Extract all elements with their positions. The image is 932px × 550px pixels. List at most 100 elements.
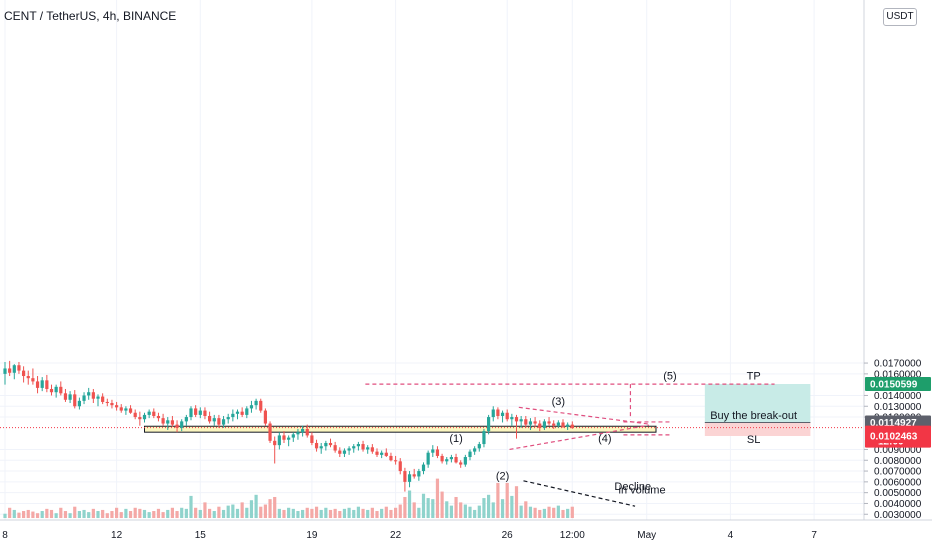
- candle-body: [324, 442, 328, 447]
- volume-decline-line: [523, 480, 636, 507]
- volume-bar: [282, 509, 286, 519]
- grid: [0, 0, 864, 520]
- candle-body: [291, 434, 295, 438]
- annotation: (3): [552, 396, 565, 408]
- candle-body: [221, 419, 226, 425]
- volume-bar: [249, 500, 254, 519]
- volume-bar: [440, 491, 444, 519]
- volume-bar: [221, 509, 226, 519]
- volume-bar: [217, 506, 221, 519]
- candle-body: [282, 435, 286, 440]
- candle-body: [328, 442, 333, 446]
- price-tag-bg: [865, 428, 931, 443]
- volume-bar: [119, 512, 123, 519]
- volume-bar: [87, 512, 91, 519]
- volume-bar: [375, 511, 379, 519]
- candle-body: [31, 378, 35, 382]
- volume-bar: [533, 507, 537, 519]
- candle-body: [110, 403, 114, 406]
- candle-body: [459, 462, 463, 465]
- candle-body: [375, 451, 379, 455]
- volume-bar: [189, 495, 193, 519]
- candle-body: [59, 386, 63, 394]
- x-tick-label: 26: [502, 530, 514, 541]
- candle-body: [524, 419, 528, 425]
- time-axis[interactable]: 8 12 15 19 22 26 12:00 May 4 7: [2, 530, 817, 541]
- candle-body: [347, 448, 351, 451]
- volume-bar: [342, 508, 347, 519]
- volume-bar: [333, 508, 337, 519]
- candle-body: [82, 395, 86, 401]
- candle-body: [403, 471, 407, 482]
- volume-bar: [240, 502, 244, 519]
- candle-body: [380, 452, 384, 455]
- candle-body: [426, 452, 430, 465]
- candle-body: [500, 412, 505, 416]
- candle-body: [454, 457, 458, 463]
- candle-body: [161, 418, 165, 424]
- candle-body: [45, 380, 49, 389]
- volume-bar: [26, 509, 30, 519]
- candle-body: [538, 423, 542, 428]
- x-tick-label: 15: [195, 530, 207, 541]
- volume-bar: [473, 509, 477, 519]
- x-tick-label: 22: [390, 530, 402, 541]
- volume-bar: [370, 507, 374, 519]
- volume-bar: [561, 509, 565, 519]
- candle-body: [35, 381, 40, 388]
- volume-bar: [366, 509, 370, 519]
- candle-body: [96, 396, 100, 399]
- volume-bar: [12, 509, 16, 519]
- symbol-title[interactable]: CENT / TetherUS, 4h, BINANCE: [4, 9, 177, 23]
- candle-body: [259, 400, 263, 411]
- volume-bar: [301, 509, 305, 519]
- annotation: (4): [598, 433, 611, 445]
- candle-body: [473, 448, 477, 452]
- volume-bar: [324, 507, 328, 519]
- triangle-upper-line: [518, 406, 650, 425]
- currency-button[interactable]: USDT: [883, 8, 917, 26]
- volume-bar: [96, 511, 100, 519]
- volume-bar: [49, 509, 54, 519]
- candle-body: [287, 437, 291, 440]
- trade-zones: [0, 384, 864, 436]
- volume-bar: [101, 509, 105, 519]
- triangle-lower-line: [509, 424, 650, 451]
- x-tick-label: 8: [2, 530, 8, 541]
- candle-body: [22, 370, 26, 377]
- candle-body: [296, 432, 300, 435]
- volume-bar: [310, 508, 314, 519]
- candle-body: [440, 455, 444, 462]
- candle-body: [407, 474, 412, 482]
- annotation: in volume: [619, 485, 666, 497]
- volume-bar: [277, 508, 281, 519]
- candle-body: [87, 392, 91, 396]
- volume-bar: [91, 508, 95, 519]
- volume-bar: [287, 507, 291, 519]
- candle-body: [533, 421, 537, 424]
- volume-bar: [31, 511, 35, 519]
- volume-bar: [17, 512, 21, 519]
- y-tick-label: 0.0140000: [874, 391, 922, 402]
- volume-bar: [128, 511, 133, 519]
- candle-body: [101, 396, 105, 402]
- volume-bar: [152, 511, 156, 519]
- annotation: SL: [747, 434, 760, 446]
- candle-body: [133, 412, 137, 418]
- volume-bar: [133, 507, 137, 519]
- volume-bars: [3, 478, 574, 519]
- candle-body: [496, 409, 500, 416]
- volume-bar: [8, 507, 12, 519]
- candlesticks: [3, 360, 574, 492]
- volume-bar: [45, 508, 49, 519]
- volume-bar: [394, 507, 398, 519]
- y-tick-label: 0.0040000: [874, 499, 922, 510]
- candle-body: [514, 417, 519, 422]
- volume-bar: [82, 509, 86, 519]
- volume-bar: [519, 505, 523, 519]
- volume-bar: [245, 507, 249, 519]
- candle-body: [519, 419, 523, 422]
- volume-bar: [454, 496, 458, 519]
